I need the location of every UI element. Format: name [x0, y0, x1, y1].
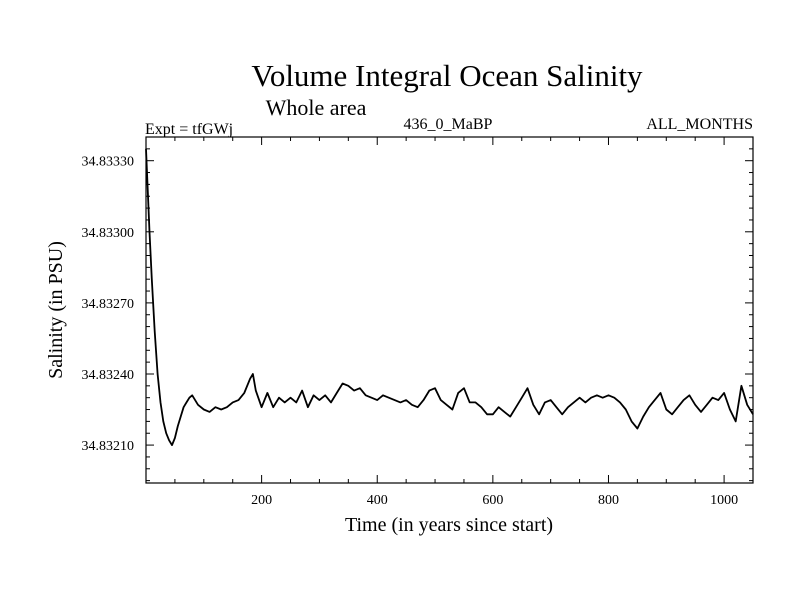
x-tick-labels: 200 400 600 800 1000 [251, 493, 738, 508]
experiment-label: Expt = tfGWj [145, 121, 233, 138]
x-axis-label: Time (in years since start) [345, 514, 553, 536]
y-tick-label: 34.83330 [82, 155, 135, 170]
y-axis-label: Salinity (in PSU) [45, 241, 67, 379]
x-tick-label: 800 [598, 493, 619, 508]
y-tick-label: 34.83300 [82, 226, 135, 241]
salinity-series-line [145, 148, 754, 446]
y-tick-label: 34.83240 [82, 368, 135, 383]
months-label: ALL_MONTHS [646, 116, 753, 133]
y-tick-label: 34.83270 [82, 297, 135, 312]
y-tick-label: 34.83210 [82, 439, 135, 454]
period-label: 436_0_MaBP [404, 116, 493, 133]
axis-ticks [146, 137, 753, 483]
x-tick-label: 600 [482, 493, 503, 508]
x-tick-label: 400 [367, 493, 388, 508]
x-tick-label: 200 [251, 493, 272, 508]
x-tick-label: 1000 [710, 493, 738, 508]
chart-subtitle: Whole area [266, 95, 367, 120]
plot-frame [145, 136, 754, 484]
y-tick-labels: 34.83210 34.83240 34.83270 34.83300 34.83330 [82, 155, 135, 454]
chart-title: Volume Integral Ocean Salinity [251, 58, 643, 93]
